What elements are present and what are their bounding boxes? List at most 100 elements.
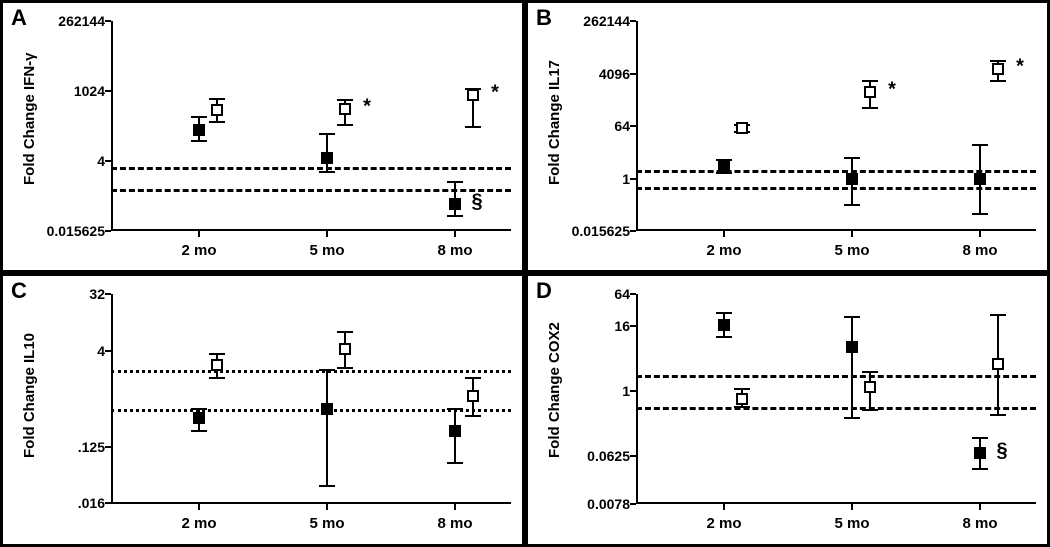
error-cap [716,312,732,314]
x-tick [979,504,981,510]
error-cap [844,157,860,159]
y-tick [630,293,636,295]
error-cap [447,181,463,183]
x-axis [636,502,1036,504]
error-cap [209,353,225,355]
x-tick [326,504,328,510]
error-cap [972,144,988,146]
marker-filled-icon [846,341,858,353]
plot-area-A: 262144102440.0156252 mo5 mo8 mo§** [111,21,511,231]
marker-filled-icon [321,152,333,164]
marker-open-icon [339,343,351,355]
marker-open-icon [736,122,748,134]
x-tick-label: 2 mo [706,515,741,532]
x-axis [111,502,511,504]
ref-line [636,187,1036,190]
panel-D: D641610.06250.00782 mo5 mo8 mo§Fold Chan… [525,273,1050,547]
marker-filled-icon [193,412,205,424]
error-cap [319,133,335,135]
x-tick-label: 5 mo [309,515,344,532]
marker-filled-icon [193,124,205,136]
y-tick [105,350,111,352]
error-cap [191,116,207,118]
x-tick [454,231,456,237]
ref-line [111,370,511,373]
x-tick-label: 8 mo [437,515,472,532]
x-tick-label: 5 mo [834,242,869,259]
error-cap [209,98,225,100]
error-cap [844,204,860,206]
plot-area-B: 26214440966410.0156252 mo5 mo8 mo** [636,21,1036,231]
y-tick [630,390,636,392]
panel-label-C: C [11,278,27,304]
y-tick [630,73,636,75]
marker-filled-icon [449,425,461,437]
x-tick [851,504,853,510]
error-cap [447,462,463,464]
y-axis-title: Fold Change IL10 [21,333,38,458]
y-axis [111,294,113,504]
panel-C: C324.125.0162 mo5 mo8 moFold Change IL10 [0,273,525,547]
marker-filled-icon [718,319,730,331]
y-tick [630,178,636,180]
error-cap [209,377,225,379]
error-cap [337,99,353,101]
figure-root: A 262144102440.0156252 mo5 mo8 mo§** Fold … [0,0,1050,547]
section-sign-annotation: § [471,191,482,214]
y-tick [630,125,636,127]
x-tick-label: 8 mo [437,242,472,259]
y-tick-label: 1 [564,383,630,399]
y-tick [630,325,636,327]
y-tick-label: 4 [39,343,105,359]
panel-A: A262144102440.0156252 mo5 mo8 mo§**Fold … [0,0,525,273]
y-tick-label: 262144 [39,13,105,29]
y-tick [105,230,111,232]
error-cap [191,408,207,410]
y-tick-label: 16 [564,318,630,334]
y-tick [630,230,636,232]
asterisk-annotation: * [888,78,896,101]
error-cap [337,367,353,369]
y-tick [630,455,636,457]
y-tick-label: 0.015625 [564,223,630,239]
error-cap [844,316,860,318]
error-cap [191,430,207,432]
x-tick-label: 2 mo [181,242,216,259]
x-tick [723,504,725,510]
x-tick-label: 8 mo [962,515,997,532]
error-cap [990,314,1006,316]
y-axis [636,21,638,231]
panel-label-D: D [536,278,552,304]
x-tick [198,504,200,510]
ref-line [111,167,511,170]
y-tick [105,20,111,22]
x-tick [979,231,981,237]
panel-B: B26214440966410.0156252 mo5 mo8 mo**Fold… [525,0,1050,273]
asterisk-annotation: * [1016,55,1024,78]
marker-filled-icon [321,403,333,415]
x-tick [723,231,725,237]
y-tick [105,90,111,92]
y-tick [105,160,111,162]
y-axis-title: Fold Change COX2 [546,322,563,458]
panel-label-B: B [536,5,552,31]
error-cap [862,107,878,109]
panel-label-A: A [11,5,27,31]
y-tick-label: .125 [39,439,105,455]
x-tick-label: 8 mo [962,242,997,259]
y-axis-title: Fold Change IL17 [546,60,563,185]
error-cap [337,124,353,126]
error-cap [465,415,481,417]
error-cap [191,140,207,142]
error-cap [972,437,988,439]
ref-line [636,375,1036,378]
error-cap [465,126,481,128]
x-tick [198,231,200,237]
y-tick-label: 0.015625 [39,223,105,239]
marker-open-icon [211,104,223,116]
y-tick-label: 64 [564,286,630,302]
ref-line [111,189,511,192]
error-cap [319,369,335,371]
y-axis [111,21,113,231]
marker-filled-icon [974,447,986,459]
